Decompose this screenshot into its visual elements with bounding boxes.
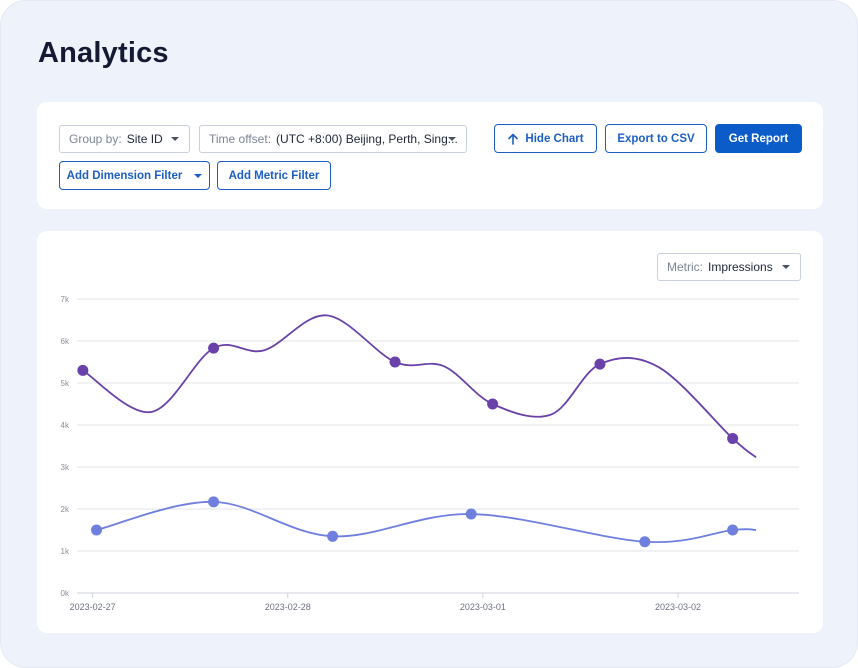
x-tick-label: 2023-02-28 (265, 602, 311, 612)
metric-label: Metric: (667, 260, 703, 274)
page-title: Analytics (38, 37, 169, 69)
arrow-up-icon (508, 133, 519, 145)
series-2-line (96, 500, 757, 544)
chevron-down-icon (194, 173, 203, 178)
x-tick-label: 2023-03-02 (655, 602, 701, 612)
series-2-point (208, 496, 220, 508)
y-tick-label: 0k (61, 589, 70, 598)
add-dimension-filter-button[interactable]: Add Dimension Filter (59, 161, 210, 190)
y-tick-label: 4k (61, 421, 70, 430)
add-metric-filter-button[interactable]: Add Metric Filter (217, 161, 331, 190)
x-tick-label: 2023-02-27 (70, 602, 116, 612)
impressions-line-chart: 0k 1k 2k 3k 4k 5k 6k 7k 2023-02-27 2023-02-28 2023… (61, 295, 799, 612)
time-offset-value: (UTC +8:00) Beijing, Perth, Sing... (276, 132, 458, 146)
y-tick-label: 3k (61, 463, 70, 472)
series-1-point (77, 364, 89, 376)
y-tick-label: 7k (61, 295, 70, 304)
hide-chart-label: Hide Chart (525, 132, 584, 145)
x-tick-label: 2023-03-01 (460, 602, 506, 612)
add-metric-filter-label: Add Metric Filter (228, 169, 320, 182)
series-2-point (91, 524, 103, 536)
time-offset-label: Time offset: (209, 132, 272, 146)
group-by-value: Site ID (126, 132, 163, 146)
series-1-point (487, 398, 499, 410)
export-csv-label: Export to CSV (617, 132, 695, 145)
get-report-button[interactable]: Get Report (715, 124, 802, 153)
series-1-point (208, 342, 220, 354)
hide-chart-button[interactable]: Hide Chart (494, 124, 597, 153)
add-dimension-filter-label: Add Dimension Filter (66, 169, 183, 182)
y-tick-label: 2k (61, 505, 70, 514)
time-offset-select[interactable]: Time offset: (UTC +8:00) Beijing, Perth,… (199, 125, 467, 153)
series-2-point (727, 524, 739, 536)
series-1-point (389, 356, 401, 368)
export-csv-button[interactable]: Export to CSV (605, 124, 707, 153)
metric-select[interactable]: Metric: Impressions (657, 253, 801, 281)
series-1-point (727, 432, 739, 444)
chart-panel: Metric: Impressions 0k 1k 2k 3k 4k 5k 6k 7k 2023… (37, 231, 823, 633)
y-tick-label: 5k (61, 379, 70, 388)
metric-value: Impressions (708, 260, 773, 274)
chevron-down-icon (171, 137, 179, 141)
get-report-label: Get Report (728, 132, 789, 145)
group-by-label: Group by: (69, 132, 122, 146)
group-by-select[interactable]: Group by: Site ID (59, 125, 190, 153)
y-tick-label: 1k (61, 547, 70, 556)
series-2-point (639, 536, 651, 548)
y-tick-label: 6k (61, 337, 70, 346)
controls-panel: Group by: Site ID Time offset: (UTC +8:0… (37, 102, 823, 209)
series-2-point (465, 508, 477, 520)
chevron-down-icon (448, 137, 456, 141)
series-2-point (327, 530, 339, 542)
series-1-point (594, 358, 606, 370)
series-1-line (82, 314, 757, 459)
chevron-down-icon (782, 265, 790, 269)
